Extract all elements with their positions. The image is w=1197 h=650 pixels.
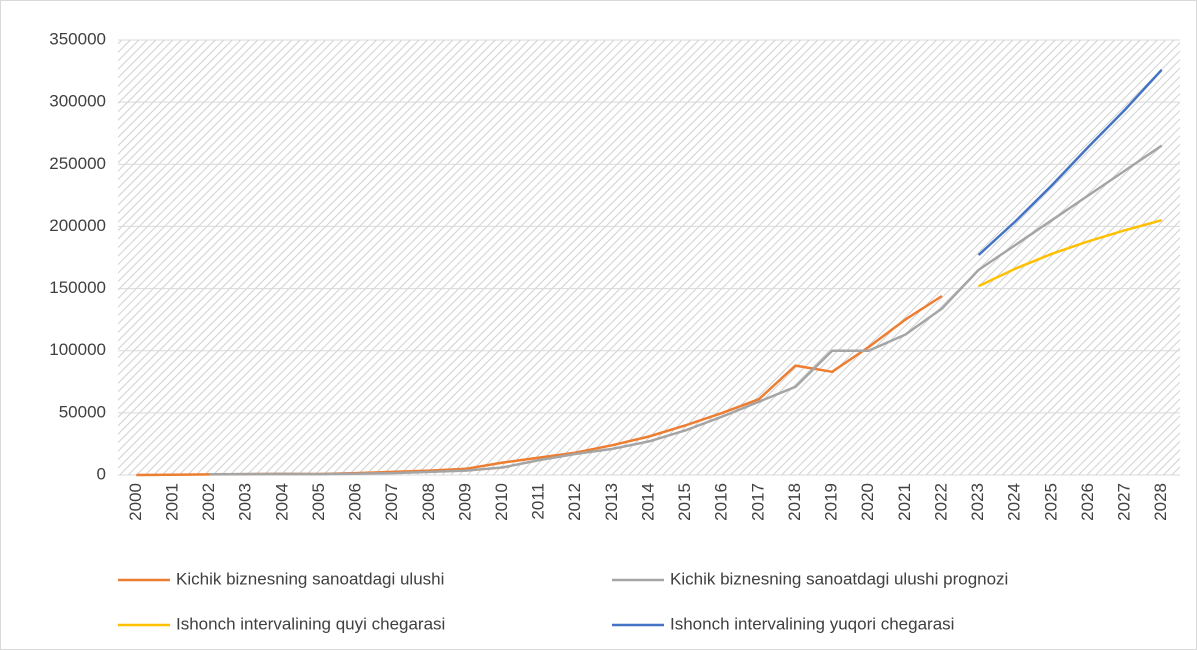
x-tick-label: 2004 [272,483,291,521]
x-tick-label: 2012 [565,483,584,521]
series-line [977,68,1163,256]
y-tick-label: 250000 [49,154,106,173]
x-tick-label: 2028 [1151,483,1170,521]
y-tick-label: 50000 [59,402,106,421]
x-tick-label: 2026 [1078,483,1097,521]
legend-label: Ishonch intervalining yuqori chegarasi [670,614,954,633]
x-tick-label: 2018 [785,483,804,521]
y-tick-label: 200000 [49,216,106,235]
legend-label: Kichik biznesning sanoatdagi ulushi [176,569,444,588]
x-tick-label: 2021 [895,483,914,521]
y-tick-label: 0 [97,464,106,483]
x-tick-label: 2015 [675,483,694,521]
x-tick-label: 2027 [1115,483,1134,521]
x-tick-label: 2001 [162,483,181,521]
x-tick-label: 2002 [199,483,218,521]
x-tick-label: 2020 [858,483,877,521]
x-tick-label: 2010 [492,483,511,521]
series-line [209,144,1163,476]
plot-area [118,40,1180,475]
x-tick-label: 2019 [822,483,841,521]
x-tick-label: 2005 [309,483,328,521]
y-tick-label: 300000 [49,92,106,111]
y-tick-label: 150000 [49,278,106,297]
x-tick-label: 2025 [1041,483,1060,521]
x-tick-label: 2006 [346,483,365,521]
series-line [978,218,1163,288]
x-tick-label: 2008 [419,483,438,521]
x-tick-label: 2024 [1005,483,1024,521]
x-tick-label: 2017 [748,483,767,521]
legend-label: Ishonch intervalining quyi chegarasi [176,614,445,633]
x-tick-label: 2011 [529,483,548,520]
x-tick-label: 2003 [236,483,255,521]
x-tick-label: 2022 [931,483,950,521]
legend-label: Kichik biznesning sanoatdagi ulushi prog… [670,569,1008,588]
x-tick-label: 2023 [968,483,987,521]
x-tick-label: 2016 [712,483,731,521]
x-tick-label: 2009 [455,483,474,521]
x-tick-label: 2014 [638,483,657,521]
y-tick-label: 100000 [49,340,106,359]
x-tick-label: 2013 [602,483,621,521]
x-tick-label: 2007 [382,483,401,521]
y-tick-label: 350000 [49,29,106,48]
x-tick-label: 2000 [126,483,145,521]
